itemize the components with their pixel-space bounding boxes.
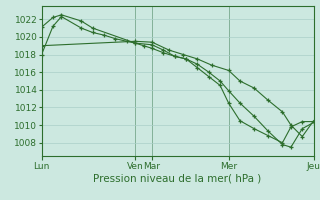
X-axis label: Pression niveau de la mer( hPa ): Pression niveau de la mer( hPa ) <box>93 173 262 183</box>
